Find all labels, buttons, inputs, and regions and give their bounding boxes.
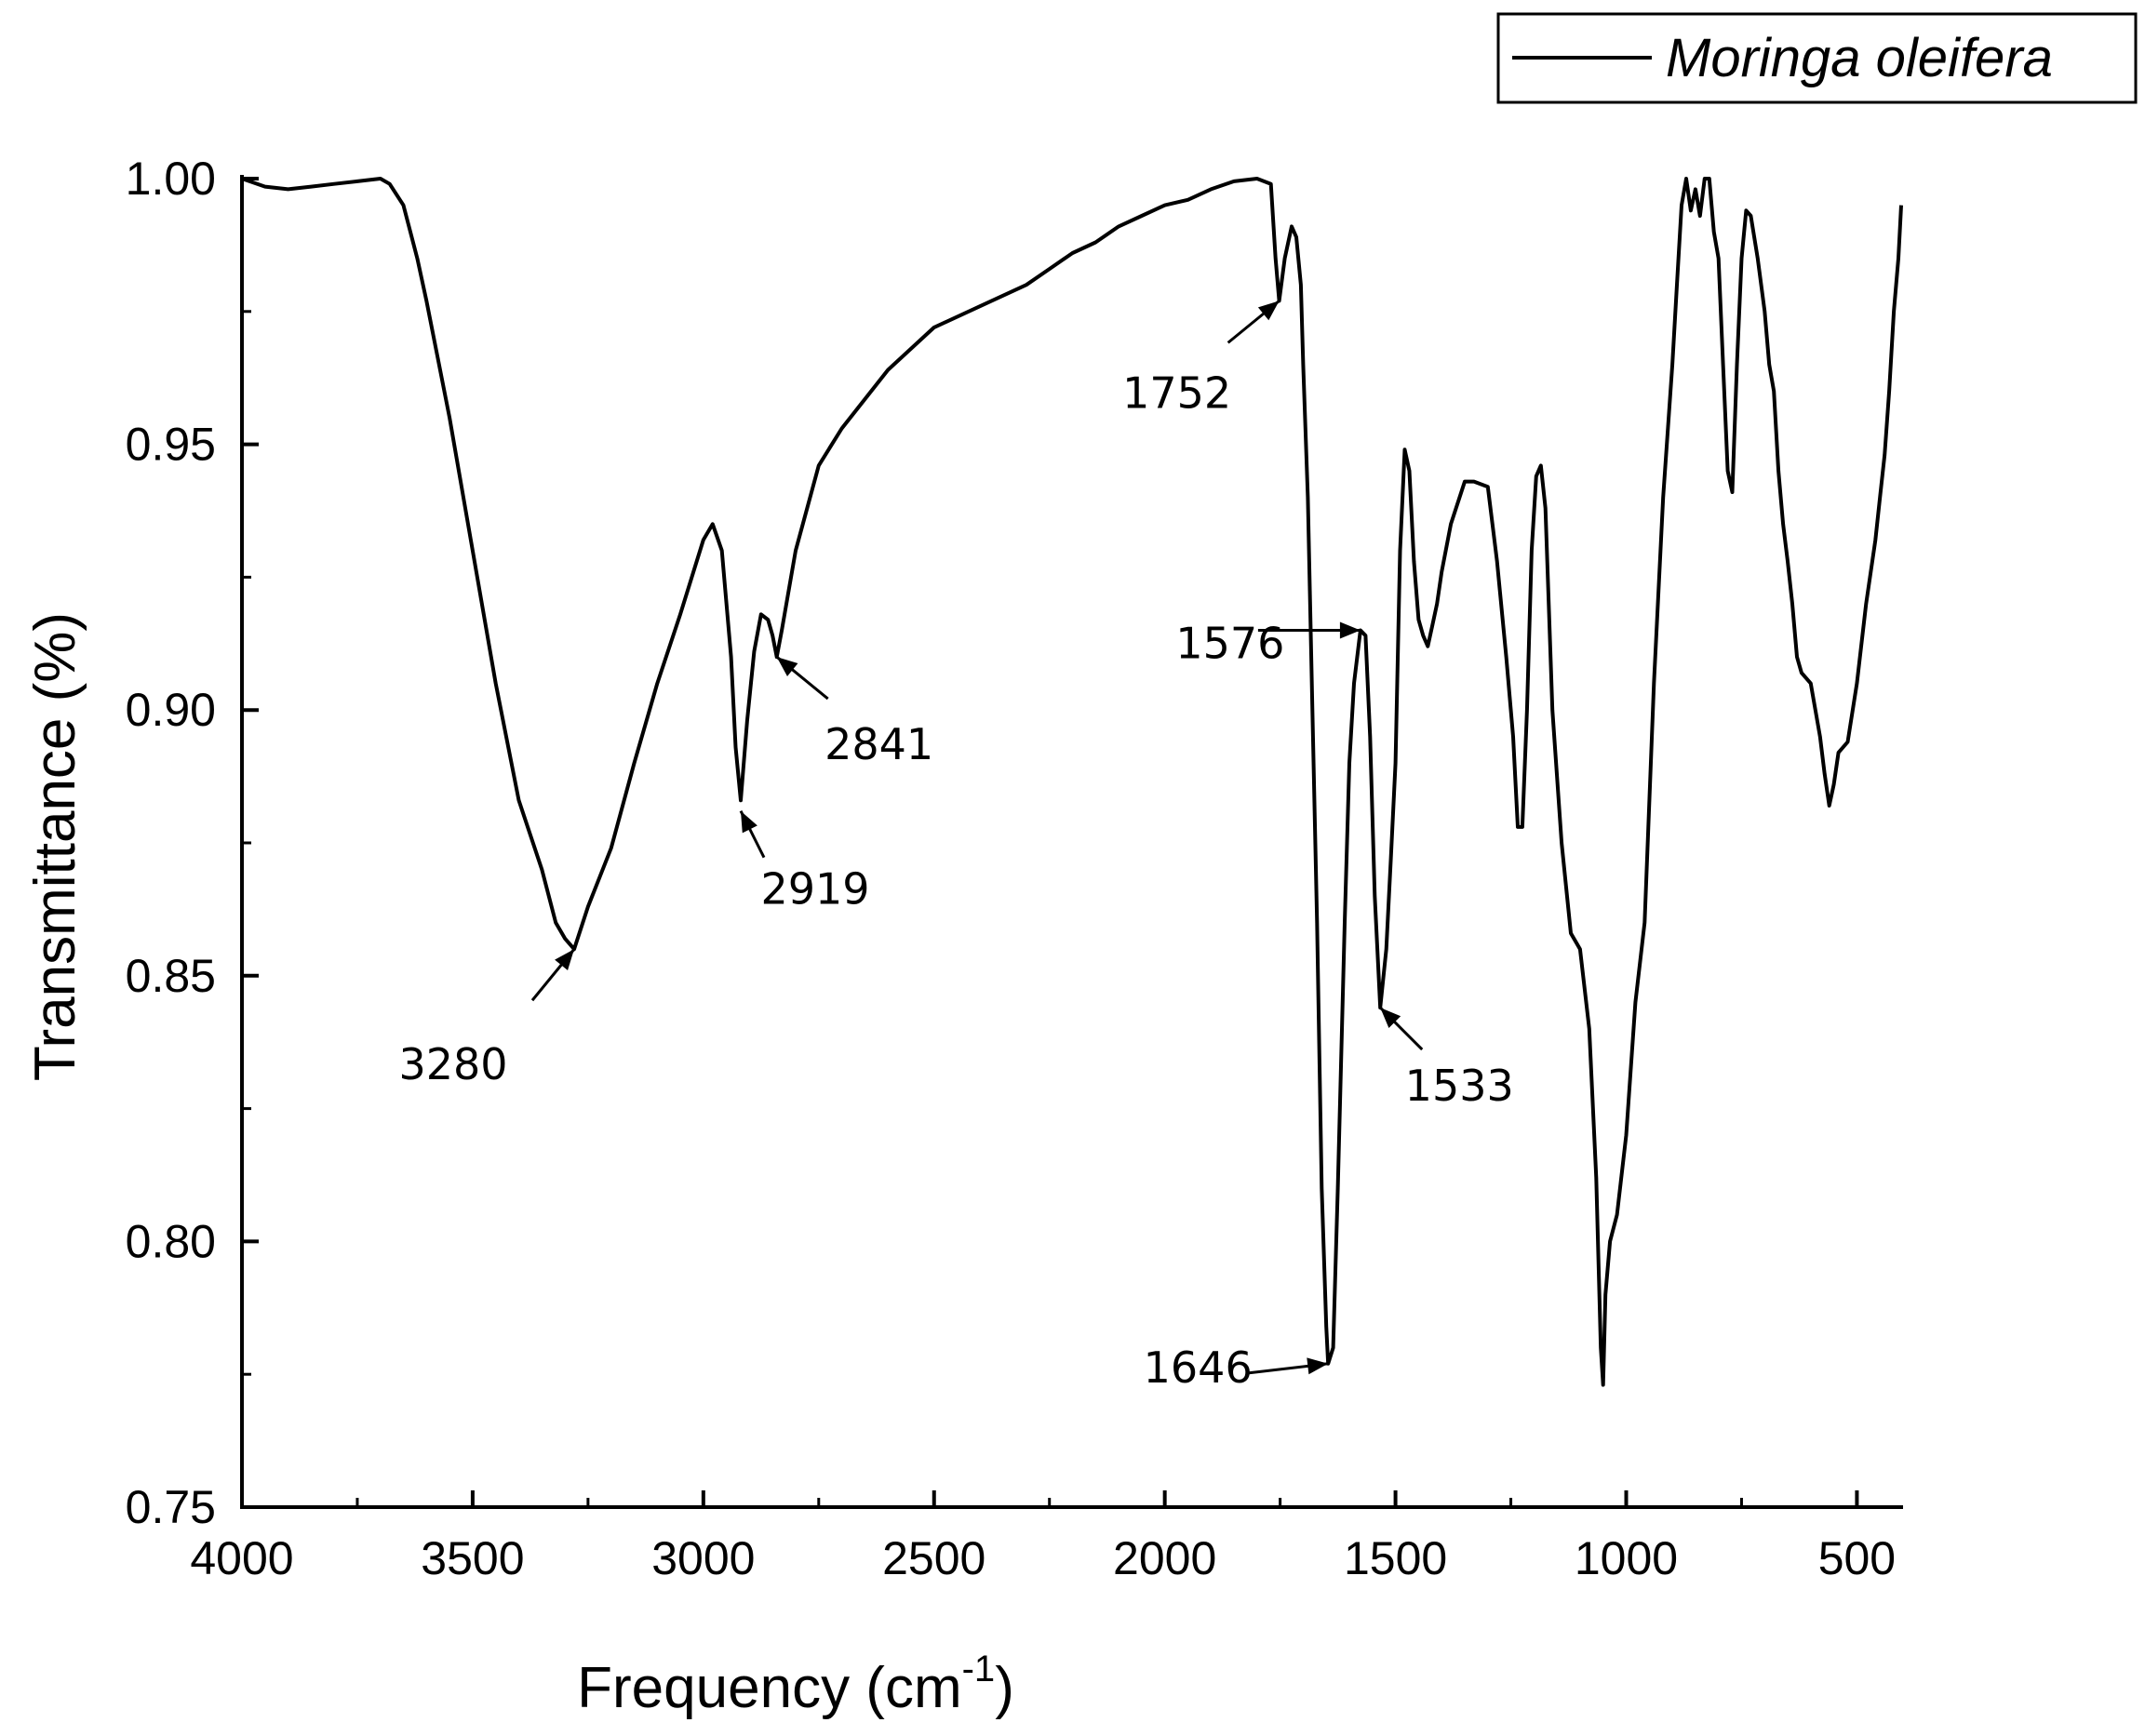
series-line-moringa-oleifera — [241, 177, 1903, 1387]
x-axis-title-close: ) — [995, 1656, 1014, 1720]
x-tick-label: 4000 — [190, 1532, 293, 1584]
annotation-label: 1576 — [1175, 619, 1284, 669]
y-tick-label: 1.00 — [126, 153, 216, 205]
x-tick-label: 3000 — [651, 1532, 755, 1584]
annotation-arrowhead — [1380, 1008, 1401, 1028]
annotation-arrowhead — [776, 657, 798, 676]
annotation-arrowhead — [1339, 621, 1361, 639]
annotation-arrowhead — [555, 949, 574, 970]
annotation-arrowhead — [740, 810, 757, 834]
legend-entry-label: Moringa oleifera — [1666, 28, 2053, 88]
y-tick-label: 0.80 — [126, 1215, 216, 1267]
annotation-label: 1752 — [1122, 367, 1231, 418]
annotation-arrowhead — [1307, 1357, 1329, 1375]
annotation-label: 1646 — [1144, 1342, 1253, 1393]
x-tick-label: 2000 — [1113, 1532, 1216, 1584]
x-tick-label: 1000 — [1575, 1532, 1678, 1584]
x-axis-title: Frequency (cm-1) — [577, 1649, 1014, 1720]
annotation-label: 3280 — [398, 1039, 507, 1089]
y-tick-label: 0.85 — [126, 950, 216, 1002]
annotation-arrowhead — [1257, 300, 1280, 321]
y-axis-ticks: 0.75 0.80 0.85 0.90 0.95 1.00 — [126, 153, 259, 1533]
x-axis-title-main: Frequency (cm — [577, 1656, 961, 1720]
x-tick-label: 2500 — [882, 1532, 985, 1584]
x-axis-title-superscript: -1 — [962, 1649, 996, 1689]
legend: Moringa oleifera — [1496, 12, 2138, 104]
x-tick-label: 500 — [1818, 1532, 1896, 1584]
x-tick-label: 1500 — [1344, 1532, 1447, 1584]
peak-annotations: 3280 2919 2841 1752 1576 1533 1646 — [398, 300, 1514, 1393]
annotation-label: 2841 — [824, 719, 933, 769]
y-axis-title: Transmittance (%) — [23, 612, 87, 1081]
x-axis-ticks: 4000 3500 3000 2500 2000 1500 1000 500 — [190, 1490, 1896, 1584]
y-tick-label: 0.90 — [126, 684, 216, 736]
y-tick-label: 0.95 — [126, 419, 216, 471]
y-tick-label: 0.75 — [126, 1481, 216, 1533]
annotation-label: 1533 — [1405, 1061, 1514, 1111]
annotation-label: 2919 — [760, 864, 869, 915]
x-tick-label: 3500 — [421, 1532, 524, 1584]
